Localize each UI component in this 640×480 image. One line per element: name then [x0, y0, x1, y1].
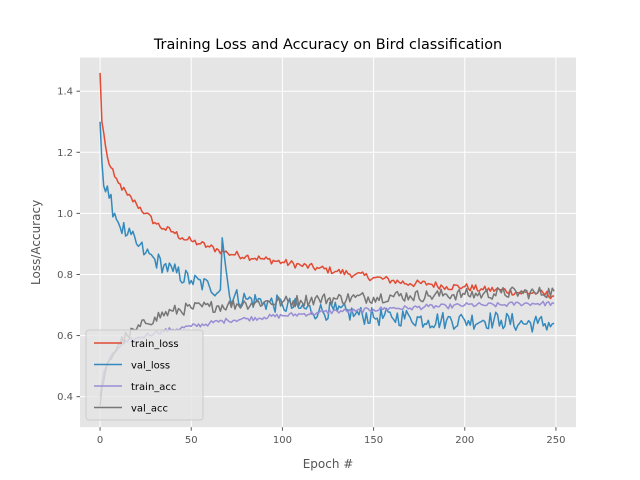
legend-item-val-acc: val_acc [94, 404, 168, 415]
y-tick-label: 1.0 [57, 209, 73, 220]
y-tick-label: 0.8 [57, 270, 73, 281]
legend-label-val-loss: val_loss [131, 361, 170, 372]
x-tick-label: 250 [546, 435, 565, 446]
legend-box [85, 329, 204, 421]
y-tick-label: 0.6 [57, 331, 73, 342]
y-tick-label: 0.4 [57, 392, 73, 403]
x-tick-label: 100 [273, 435, 292, 446]
legend-item-val-loss: val_loss [94, 361, 170, 372]
series-line-val-loss [99, 121, 555, 333]
legend-item-train-loss: train_loss [94, 339, 179, 350]
y-axis-label: Loss/Accuracy [29, 200, 43, 285]
axis-ticks: 0 50 100 150 200 250 0.4 0.6 0.8 1.0 1.2 1.4 [57, 87, 565, 447]
legend-label-val-acc: val_acc [131, 404, 168, 415]
legend-label-train-acc: train_acc [131, 382, 176, 393]
x-tick-label: 0 [97, 435, 103, 446]
x-tick-label: 150 [364, 435, 383, 446]
x-axis-label: Epoch # [303, 457, 354, 471]
x-tick-label: 200 [455, 435, 474, 446]
series-line-train-loss [99, 72, 555, 300]
chart-title: Training Loss and Accuracy on Bird class… [153, 37, 502, 53]
legend-item-train-acc: train_acc [94, 382, 176, 393]
x-tick-label: 50 [185, 435, 198, 446]
y-tick-label: 1.4 [57, 87, 73, 98]
legend-label-train-loss: train_loss [131, 339, 179, 350]
y-tick-label: 1.2 [57, 148, 73, 159]
series-line-val-acc [99, 286, 555, 406]
legend: train_loss val_loss train_acc val_acc [85, 329, 204, 421]
